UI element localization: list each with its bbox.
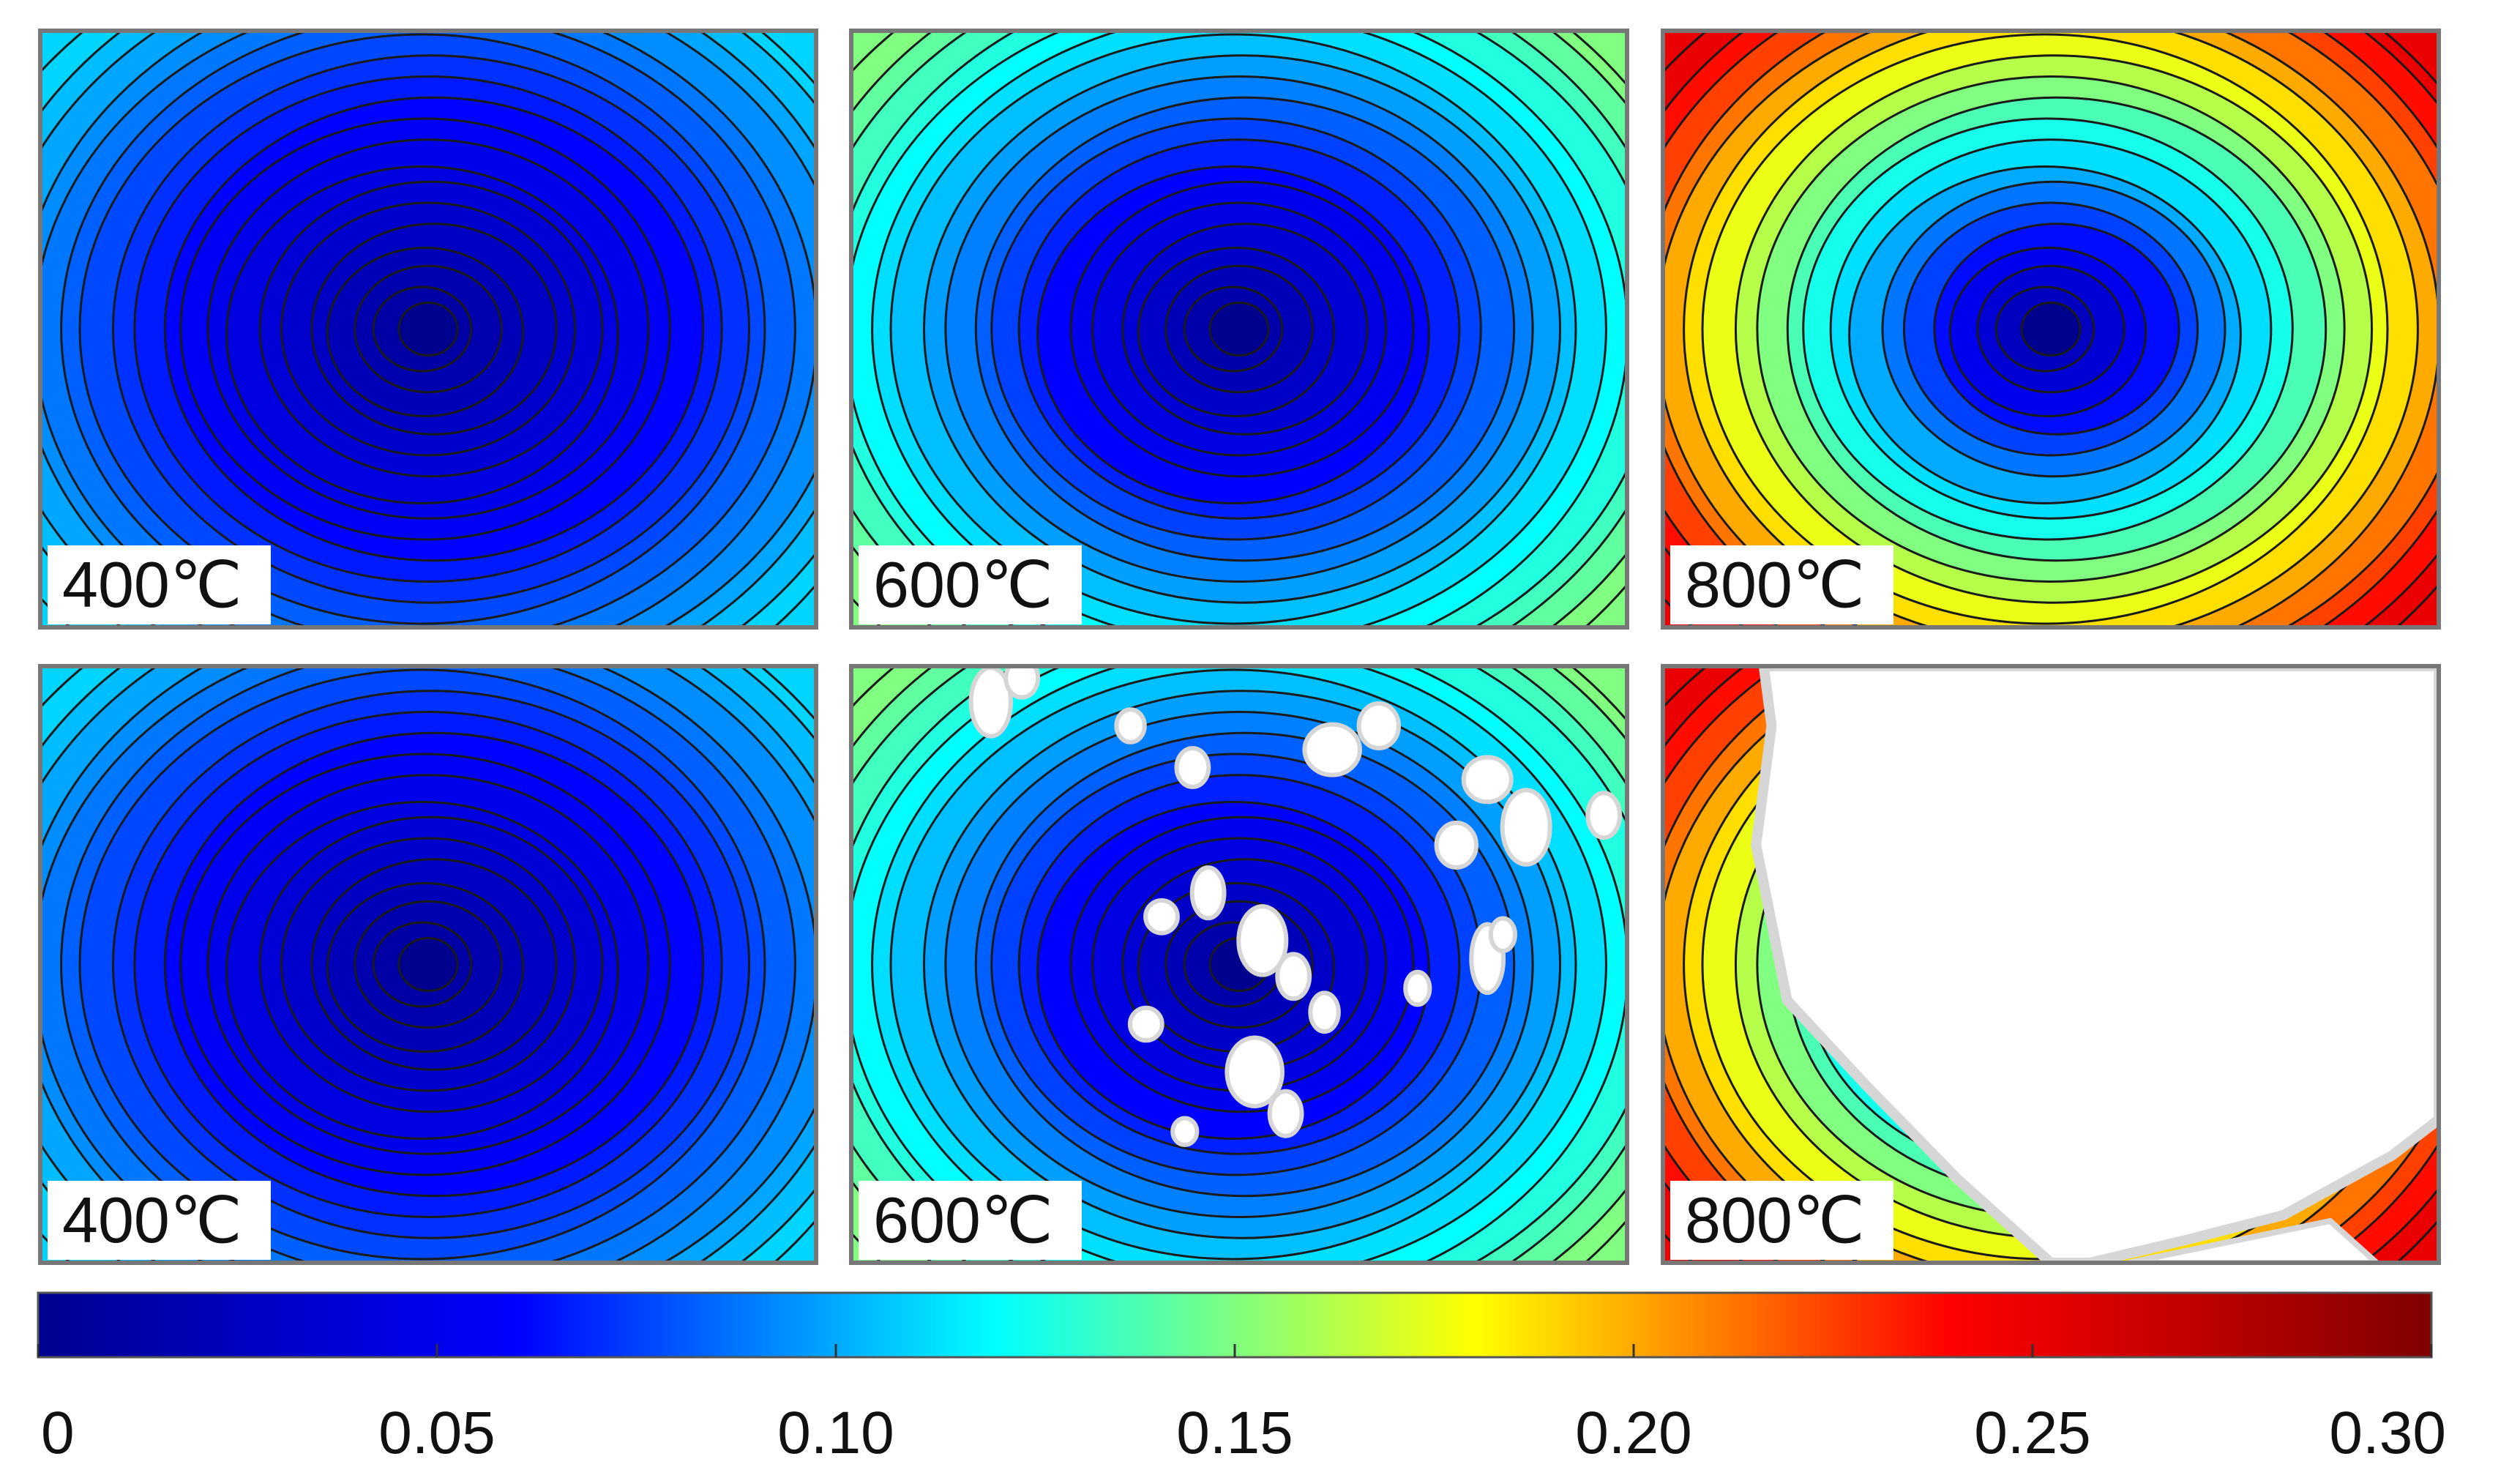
missing-data-patch [1170,1116,1200,1147]
missing-data-patch [1461,755,1514,805]
temperature-label: 400℃ [62,548,242,621]
missing-data-patch [1174,746,1211,789]
missing-data-patch [1236,904,1289,977]
missing-data-patch [1302,722,1362,777]
colorbar-ticks: 0 0.05 0.10 0.15 0.20 0.25 0.30 [37,1344,2446,1466]
temperature-label: 600℃ [873,548,1053,621]
temperature-label-box [859,1181,1082,1260]
temperature-label-box [48,545,271,624]
contour-field [40,666,816,1263]
missing-data-patch [1434,821,1479,870]
contour-panel-r1-c2: 600℃ [849,29,1629,630]
missing-data-patch [1267,1089,1304,1138]
panel-border [1661,29,2441,630]
temperature-label: 800℃ [1685,548,1865,621]
contour-panel-r2-c3: 800℃ [1661,664,2441,1265]
panel-border [849,664,1629,1265]
contour-panel-r2-c1: 400℃ [38,664,818,1265]
panel-border [849,29,1629,630]
missing-data-patch [1127,1005,1164,1043]
missing-data-patch [1225,1035,1285,1108]
contour-minimum [2020,302,2082,357]
colorbar: 0 0.05 0.10 0.15 0.20 0.25 0.30 [37,1291,2446,1466]
temperature-label: 600℃ [873,1184,1053,1256]
colorbar-tick-label: 0.20 [1575,1400,1692,1466]
panel-grid: 400℃ 600℃ 800℃ 400℃ 600℃ 800℃ [38,29,2441,1265]
colorbar-tick-label: 0 [41,1400,75,1466]
missing-data-patch [1114,707,1147,744]
temperature-label: 400℃ [62,1184,242,1256]
missing-data-region [2128,1217,2382,1263]
temperature-label-box [48,1181,271,1260]
temperature-label: 800℃ [1685,1184,1865,1256]
colorbar-tick-label: 0.05 [378,1400,496,1466]
contour-panel-r1-c3: 800℃ [1661,29,2441,630]
missing-data-region [1751,666,2439,1263]
contour-panel-r2-c2: 600℃ [849,664,1629,1265]
contour-field [851,666,1627,1263]
panel-border [38,29,818,630]
missing-data-patch [1488,916,1517,954]
colorbar-tick-label: 0.15 [1176,1400,1293,1466]
temperature-label-box [1670,1181,1893,1260]
contour-minimum [1208,302,1270,357]
missing-data-patch [1356,701,1402,750]
contour-minimum [397,937,459,992]
contour-field [1663,666,2439,1263]
contour-field [40,31,816,627]
contour-panel-r1-c1: 400℃ [38,29,818,630]
colorbar-tick-label: 0.10 [777,1400,894,1466]
missing-data-patch [1308,990,1341,1034]
colorbar-tick-label: 0.30 [2329,1400,2446,1466]
colorbar-tick-label: 0.25 [1974,1400,2091,1466]
panel-border [1661,664,2441,1265]
missing-data-patch [1585,791,1623,840]
missing-data-patch [1275,952,1312,1001]
missing-data-patch [1189,865,1227,921]
panel-border [38,664,818,1265]
missing-data-patch [1003,666,1041,700]
missing-data-patch [1143,898,1180,936]
contour-minimum [397,302,459,357]
temperature-label-box [859,545,1082,624]
contour-field [1663,31,2439,627]
missing-data-patch [1403,969,1432,1007]
contour-field [851,31,1627,627]
temperature-label-box [1670,545,1893,624]
missing-data-patch [1500,788,1552,867]
